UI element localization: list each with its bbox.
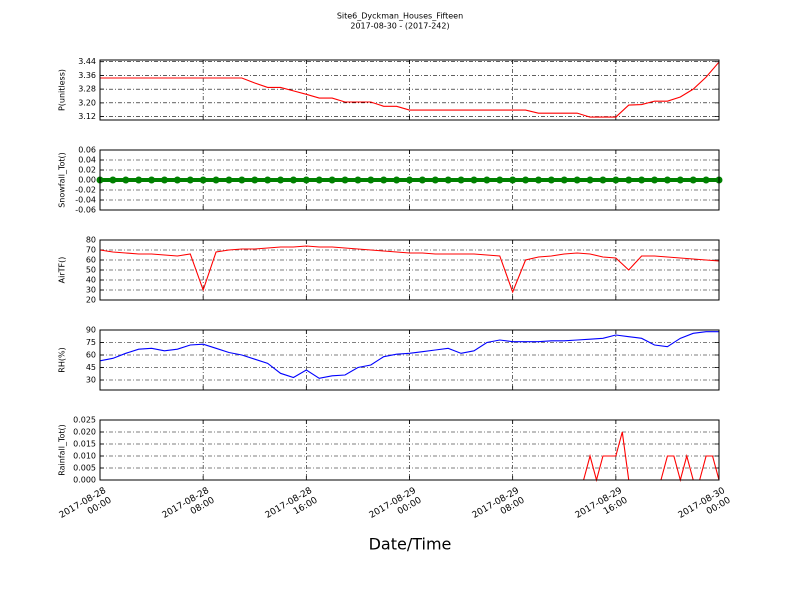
data-point: [148, 176, 156, 184]
data-point: [418, 176, 426, 184]
y-axis-label: P(unitless): [58, 69, 67, 111]
y-tick-label: 3.20: [78, 98, 96, 107]
data-point: [547, 176, 555, 184]
data-point: [302, 176, 310, 184]
data-point: [663, 176, 671, 184]
y-tick-label: 0.020: [73, 428, 96, 437]
y-tick-label: 80: [86, 236, 96, 245]
y-tick-label: 30: [86, 376, 96, 385]
data-point: [651, 176, 659, 184]
data-point: [625, 176, 633, 184]
data-point: [341, 176, 349, 184]
data-point: [457, 176, 465, 184]
y-tick-label: -0.06: [75, 206, 96, 215]
plot-frame: [99, 419, 720, 481]
y-tick-label: 90: [86, 326, 96, 335]
data-point: [689, 176, 697, 184]
data-point: [483, 176, 491, 184]
data-point: [173, 176, 181, 184]
y-tick-label: 0.000: [73, 476, 96, 485]
data-point: [612, 176, 620, 184]
data-line: [100, 61, 720, 118]
data-point: [470, 176, 478, 184]
data-point: [509, 176, 517, 184]
data-point: [225, 176, 233, 184]
data-point: [186, 176, 194, 184]
y-tick-label: 3.28: [78, 85, 96, 94]
data-line: [99, 245, 720, 294]
plot-frame: [99, 329, 720, 391]
data-point: [599, 176, 607, 184]
data-point: [199, 176, 207, 184]
y-tick-label: -0.02: [75, 186, 96, 195]
data-point: [328, 176, 336, 184]
y-tick-label: 0.025: [73, 416, 96, 425]
data-point: [160, 176, 168, 184]
data-point: [676, 176, 684, 184]
data-point: [367, 176, 375, 184]
y-tick-label: 60: [86, 351, 96, 360]
data-point: [354, 176, 362, 184]
y-tick-label: 0.02: [78, 166, 96, 175]
y-axis-label: Snowfall_Tot(): [58, 152, 67, 208]
data-point: [573, 176, 581, 184]
y-tick-label: 40: [86, 276, 96, 285]
data-point: [406, 176, 413, 184]
data-point: [251, 176, 259, 184]
y-tick-label: 70: [86, 246, 96, 255]
y-tick-label: 0.005: [73, 464, 96, 473]
y-tick-label: 0.06: [78, 146, 96, 155]
y-tick-label: 45: [86, 363, 96, 372]
data-point: [264, 176, 272, 184]
data-point: [560, 176, 568, 184]
data-line: [99, 331, 719, 379]
data-point: [522, 176, 530, 184]
y-tick-label: 30: [86, 286, 96, 295]
y-tick-label: 50: [86, 266, 96, 275]
data-point: [289, 176, 297, 184]
y-tick-label: 0.04: [78, 156, 96, 165]
y-tick-label: 3.44: [78, 57, 96, 66]
y-axis-label: RH(%): [58, 347, 67, 372]
y-tick-label: 0.010: [73, 452, 96, 461]
plot-frame: [99, 59, 720, 121]
data-point: [444, 176, 452, 184]
data-point: [431, 176, 439, 184]
data-point: [277, 176, 285, 184]
y-tick-label: -0.04: [75, 196, 96, 205]
data-point: [109, 176, 117, 184]
data-point: [702, 176, 710, 184]
data-point: [638, 176, 646, 184]
data-point: [135, 176, 143, 184]
data-point: [534, 176, 542, 184]
data-point: [122, 176, 130, 184]
chart-title: Site6_Dyckman_Houses_Fifteen: [337, 12, 463, 21]
data-point: [496, 176, 504, 184]
data-point: [212, 176, 220, 184]
y-tick-label: 3.12: [78, 112, 96, 121]
y-tick-label: 20: [86, 296, 96, 305]
data-point: [586, 176, 594, 184]
data-point: [315, 176, 323, 184]
x-axis-label: Date/Time: [369, 535, 452, 554]
chart-subtitle: 2017-08-30 - (2017-242): [350, 22, 449, 31]
plot-frame: [99, 239, 720, 301]
y-tick-label: 0.00: [78, 176, 96, 185]
y-axis-label: Rainfall_Tot(): [58, 424, 67, 476]
y-axis-label: AirTF(): [58, 257, 67, 284]
data-point: [393, 176, 401, 184]
data-point: [238, 176, 246, 184]
y-tick-label: 0.015: [73, 440, 96, 449]
plot-frame: [99, 149, 720, 211]
y-tick-label: 75: [86, 338, 96, 347]
data-point: [380, 176, 388, 184]
y-tick-label: 3.36: [78, 71, 96, 80]
y-tick-label: 60: [86, 256, 96, 265]
